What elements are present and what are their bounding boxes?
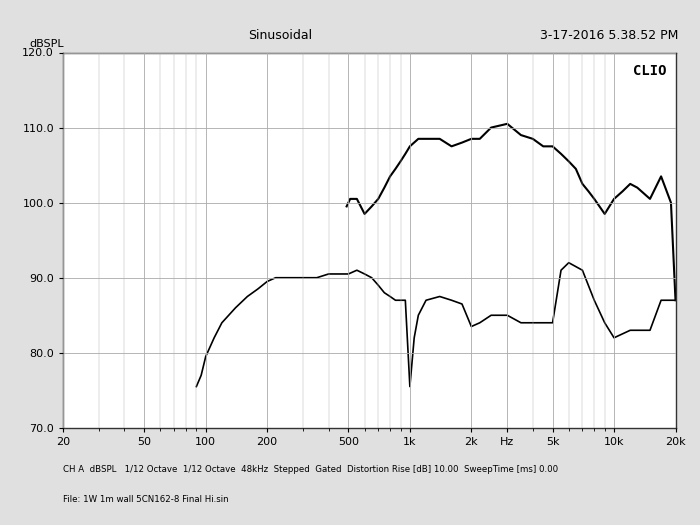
Text: 3-17-2016 5.38.52 PM: 3-17-2016 5.38.52 PM bbox=[540, 29, 678, 42]
Text: CH A  dBSPL   1/12 Octave  1/12 Octave  48kHz  Stepped  Gated  Distortion Rise [: CH A dBSPL 1/12 Octave 1/12 Octave 48kHz… bbox=[63, 465, 558, 474]
Text: Sinusoidal: Sinusoidal bbox=[248, 29, 312, 42]
Text: CLIO: CLIO bbox=[633, 64, 666, 78]
Text: dBSPL: dBSPL bbox=[29, 39, 64, 49]
Text: File: 1W 1m wall 5CN162-8 Final Hi.sin: File: 1W 1m wall 5CN162-8 Final Hi.sin bbox=[63, 495, 229, 503]
